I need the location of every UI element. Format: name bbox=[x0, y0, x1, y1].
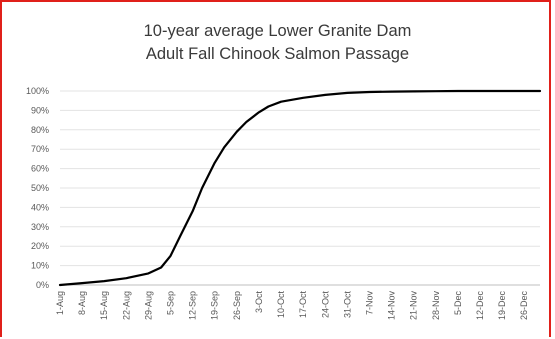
series-layer bbox=[58, 89, 542, 287]
x-tick-label: 22-Aug bbox=[121, 291, 131, 320]
x-tick-label: 28-Nov bbox=[431, 291, 441, 321]
y-tick-label: 10% bbox=[31, 261, 49, 271]
y-tick-label: 20% bbox=[31, 241, 49, 251]
x-tick-label: 19-Dec bbox=[497, 291, 507, 321]
x-tick-label: 10-Oct bbox=[276, 291, 286, 319]
y-tick-label: 100% bbox=[26, 86, 49, 96]
x-tick-label: 31-Oct bbox=[342, 291, 352, 319]
x-tick-label: 19-Sep bbox=[210, 291, 220, 320]
x-tick-label: 24-Oct bbox=[320, 291, 330, 319]
x-tick-label: 7-Nov bbox=[364, 291, 374, 316]
x-tick-label: 15-Aug bbox=[99, 291, 109, 320]
x-tick-label: 17-Oct bbox=[298, 291, 308, 319]
y-tick-label: 0% bbox=[36, 280, 49, 290]
x-tick-label: 26-Dec bbox=[519, 291, 529, 321]
x-tick-label: 5-Sep bbox=[166, 291, 176, 315]
y-tick-label: 90% bbox=[31, 105, 49, 115]
y-tick-label: 50% bbox=[31, 183, 49, 193]
x-tick-label: 8-Aug bbox=[77, 291, 87, 315]
x-tick-label: 21-Nov bbox=[409, 291, 419, 321]
y-tick-label: 60% bbox=[31, 164, 49, 174]
x-tick-label: 14-Nov bbox=[387, 291, 397, 321]
x-tick-label: 3-Oct bbox=[254, 291, 264, 314]
y-tick-label: 40% bbox=[31, 202, 49, 212]
x-tick-label: 1-Aug bbox=[55, 291, 65, 315]
x-tick-label: 12-Dec bbox=[475, 291, 485, 321]
series-line bbox=[58, 89, 542, 287]
x-tick-label: 26-Sep bbox=[232, 291, 242, 320]
x-tick-label: 5-Dec bbox=[453, 291, 463, 316]
y-tick-label: 30% bbox=[31, 222, 49, 232]
y-axis-ticks: 0% 10% 20% 30% 40% 50% 60% 70% 80% 90% 100% bbox=[26, 86, 49, 290]
chart-title-line-1: 10-year average Lower Granite Dam bbox=[143, 22, 412, 40]
x-tick-label: 29-Aug bbox=[143, 291, 153, 320]
chart-title-line-2: Adult Fall Chinook Salmon Passage bbox=[145, 45, 410, 63]
gridlines bbox=[60, 90, 540, 286]
y-tick-label: 80% bbox=[31, 125, 49, 135]
x-axis-ticks: 1-Aug 8-Aug 15-Aug 22-Aug 29-Aug 5-Sep 12-Sep 1… bbox=[55, 291, 529, 321]
x-tick-label: 12-Sep bbox=[188, 291, 198, 320]
chart-title: 10-year average Lower Granite Dam Adult … bbox=[0, 20, 555, 66]
y-tick-label: 70% bbox=[31, 144, 49, 154]
